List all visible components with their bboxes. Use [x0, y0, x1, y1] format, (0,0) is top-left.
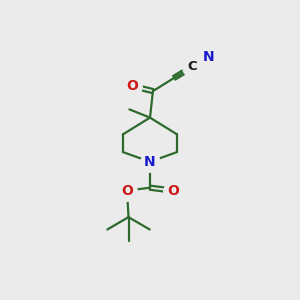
Text: N: N: [144, 155, 156, 169]
Text: C: C: [188, 60, 197, 73]
Text: O: O: [126, 79, 138, 93]
Text: N: N: [203, 50, 214, 64]
Text: O: O: [167, 184, 179, 198]
Text: O: O: [121, 184, 133, 198]
